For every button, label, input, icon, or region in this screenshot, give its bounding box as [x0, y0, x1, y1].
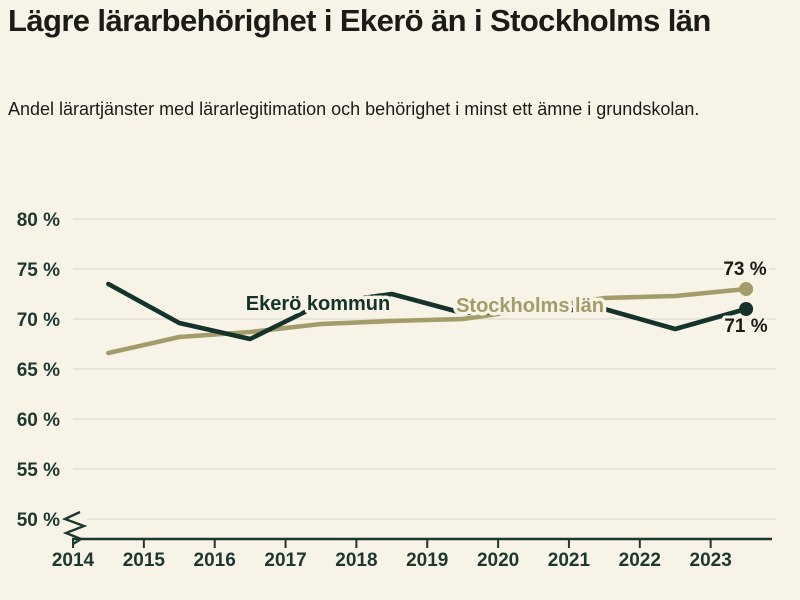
series-label-stockholms-l-n: Stockholms län: [456, 295, 604, 317]
y-tick-label-65: 65 %: [17, 360, 60, 381]
annotations-group: Stockholms län Ekerö kommun 73 % 71 %: [242, 256, 770, 340]
series-label-eker-kommun: Ekerö kommun: [246, 293, 390, 315]
end-value-label-stockholms-l-n: 73 %: [723, 259, 766, 280]
x-tick-label-2021: 2021: [548, 550, 591, 571]
x-tick-label-2023: 2023: [690, 550, 732, 571]
series-lines-group: [106, 281, 749, 356]
end-dot-eker-kommun: [739, 302, 754, 316]
x-tick-label-2017: 2017: [264, 550, 306, 571]
x-tick-label-2022: 2022: [619, 550, 661, 571]
chart-subtitle: Andel lärartjänster med lärarlegitimatio…: [8, 99, 700, 119]
y-tick-label-60: 60 %: [17, 410, 60, 431]
y-tick-label-50: 50 %: [17, 510, 60, 531]
end-value-label-eker-kommun: 71 %: [724, 316, 767, 337]
end-dot-stockholms-l-n: [739, 282, 754, 296]
x-tick-label-2015: 2015: [123, 550, 166, 571]
x-tick-label-2016: 2016: [194, 550, 236, 571]
y-tick-label-70: 70 %: [17, 310, 60, 331]
x-tick-label-2014: 2014: [52, 550, 95, 571]
x-tick-label-2020: 2020: [477, 550, 519, 571]
y-tick-label-80: 80 %: [17, 210, 60, 231]
x-tick-label-2018: 2018: [335, 550, 377, 571]
y-tick-label-55: 55 %: [17, 460, 60, 481]
y-tick-label-75: 75 %: [17, 260, 60, 281]
x-tick-label-2019: 2019: [406, 550, 448, 571]
series-line-eker-kommun: [106, 281, 749, 342]
gridlines-group: 80 % 75 % 70 % 65 % 60 % 55 % 50 %: [17, 210, 776, 531]
chart-title: Lägre lärarbehörighet i Ekerö än i Stock…: [8, 3, 711, 38]
series-line-stockholms-l-n: [106, 286, 749, 356]
axis-break-icon: [61, 510, 88, 546]
x-axis-group: 2014 2015 2016 2017 2018 2019 2020 2021 2022 2023: [52, 510, 772, 571]
